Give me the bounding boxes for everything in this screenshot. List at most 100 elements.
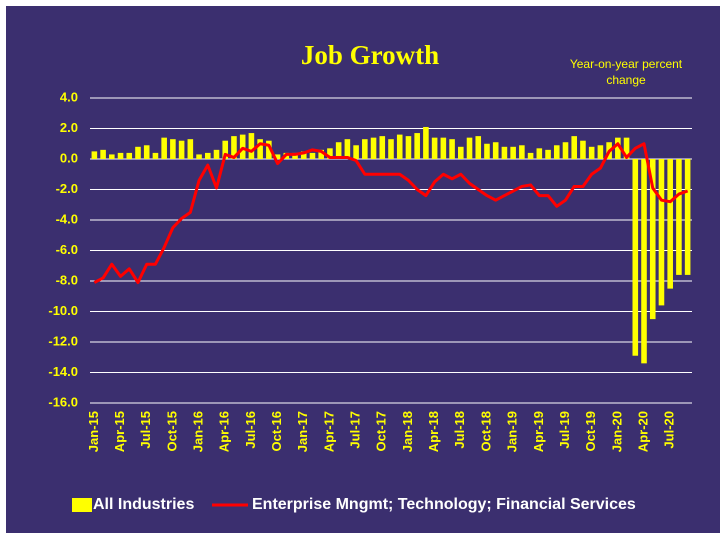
bar: [309, 152, 316, 159]
x-tick-label: Jan-16: [190, 411, 205, 452]
x-tick-label: Jul-15: [138, 411, 153, 449]
y-tick-label: 2.0: [60, 120, 78, 135]
x-tick-label: Jul-18: [452, 411, 467, 449]
y-tick-label: -14.0: [48, 364, 78, 379]
x-tick-label: Jan-18: [400, 411, 415, 452]
bar: [143, 145, 150, 159]
bar: [466, 137, 473, 159]
x-tick-label: Oct-18: [478, 411, 493, 451]
background: [6, 6, 720, 533]
bar: [126, 152, 133, 159]
y-tick-label: 0.0: [60, 150, 78, 165]
bar: [318, 149, 324, 159]
x-tick-label: Oct-19: [583, 411, 598, 451]
y-tick-label: -2.0: [56, 181, 78, 196]
bar: [492, 142, 499, 159]
bar: [571, 136, 578, 159]
legend-label: All Industries: [93, 496, 194, 513]
x-tick-label: Oct-16: [269, 411, 284, 451]
x-tick-label: Apr-18: [426, 411, 441, 452]
bar: [335, 142, 342, 159]
bar: [91, 151, 98, 159]
y-tick-label: -16.0: [48, 394, 78, 409]
bar: [615, 137, 621, 159]
bar: [266, 140, 272, 159]
bar: [527, 152, 534, 159]
bar: [388, 139, 394, 159]
bar: [423, 126, 429, 159]
bar: [536, 148, 543, 159]
bar: [187, 139, 194, 159]
line: [93, 142, 689, 285]
bar: [370, 137, 377, 159]
bar: [274, 154, 281, 159]
bar: [204, 152, 211, 159]
bar: [100, 149, 106, 159]
bar: [597, 145, 604, 159]
bar: [475, 136, 482, 159]
x-tick-label: Jul-20: [662, 411, 677, 449]
annotation: Year-on-year percent: [570, 57, 683, 71]
x-tick-label: Jul-17: [348, 411, 363, 449]
bar: [676, 159, 682, 275]
bar: [161, 137, 167, 159]
bar: [501, 146, 508, 159]
x-tick-label: Jan-17: [295, 411, 310, 452]
bar: [562, 142, 569, 159]
x-tick-label: Oct-15: [164, 411, 179, 451]
bar: [109, 154, 115, 159]
bar: [641, 159, 647, 364]
bar: [152, 152, 159, 159]
bar: [396, 134, 403, 159]
bar: [684, 159, 691, 275]
bar: [580, 140, 586, 159]
x-tick-label: Apr-15: [112, 411, 127, 452]
bar: [257, 139, 263, 159]
bar: [196, 154, 202, 159]
x-tick-label: Jan-15: [86, 411, 101, 452]
bar: [362, 139, 368, 159]
x-tick-label: Apr-17: [321, 411, 336, 452]
x-tick-label: Apr-19: [531, 411, 546, 452]
x-tick-label: Apr-16: [217, 411, 232, 452]
legend-swatch: [72, 498, 92, 512]
bar: [178, 140, 185, 159]
bar: [292, 152, 298, 159]
legend-label: Enterprise Mngmt; Technology; Financial …: [252, 496, 636, 513]
bar: [632, 159, 639, 356]
bar: [327, 148, 333, 159]
bar: [553, 145, 560, 159]
bar: [431, 137, 438, 159]
bar: [588, 146, 595, 159]
bar: [239, 134, 246, 159]
bar: [440, 137, 447, 159]
bar: [300, 151, 307, 159]
bar: [623, 137, 630, 159]
x-tick-label: Jan-19: [505, 411, 520, 452]
bar: [170, 139, 176, 159]
bar: [449, 139, 455, 159]
bar: [545, 149, 551, 159]
y-tick-label: -4.0: [56, 211, 78, 226]
bar: [231, 136, 237, 159]
y-tick-label: -12.0: [48, 333, 78, 348]
x-tick-label: Oct-17: [374, 411, 389, 451]
bar: [667, 159, 673, 289]
y-tick-label: -10.0: [48, 303, 78, 318]
x-tick-label: Apr-20: [635, 411, 650, 452]
bar: [117, 152, 124, 159]
y-tick-label: -8.0: [56, 272, 78, 287]
bar: [458, 146, 464, 159]
bar: [379, 136, 386, 159]
bar: [519, 145, 525, 159]
x-tick-label: Jul-19: [557, 411, 572, 449]
bar: [344, 139, 351, 159]
bar: [658, 159, 665, 306]
x-tick-label: Jul-16: [243, 411, 258, 449]
bar: [248, 133, 255, 159]
bar: [414, 133, 420, 159]
annotation: change: [606, 73, 646, 87]
bar: [135, 146, 141, 159]
